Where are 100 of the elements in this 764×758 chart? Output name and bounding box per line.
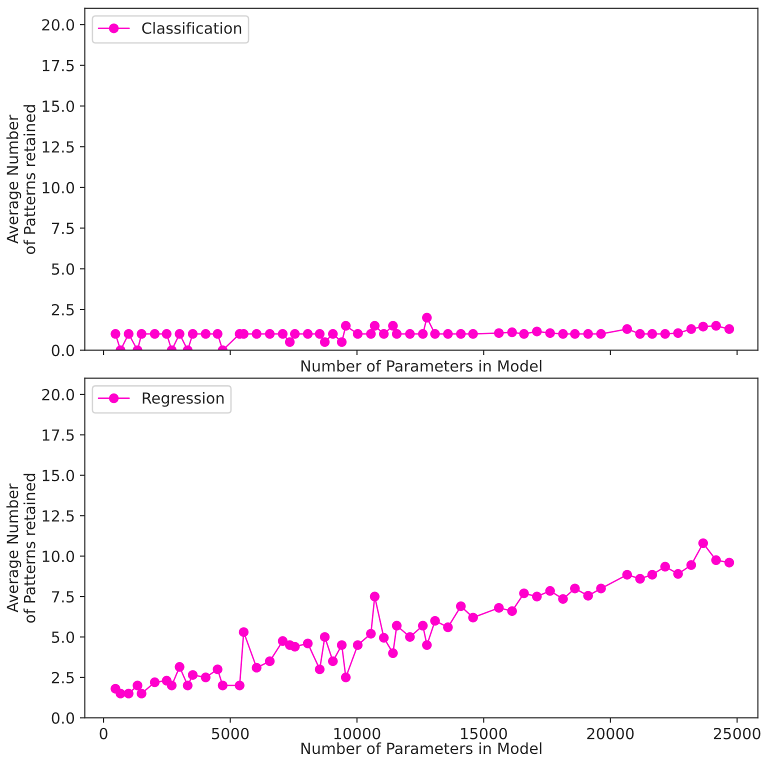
point (711, 320, 721, 331)
y-tick-label: 10.0 (42, 182, 74, 194)
point (558, 594, 568, 604)
point (370, 320, 380, 331)
point (278, 636, 288, 646)
point (314, 329, 325, 339)
point (418, 329, 428, 339)
point (124, 329, 134, 339)
point (456, 329, 466, 339)
y-tick-label: 20.0 (42, 388, 74, 400)
point (212, 664, 222, 674)
y-tick-label: 0.0 (52, 712, 74, 724)
point (340, 320, 351, 331)
legend-label: Regression (142, 392, 224, 407)
y-tick-label: 5.0 (52, 263, 74, 275)
point (392, 620, 402, 631)
point (110, 329, 120, 339)
y-tick-label: 5.0 (52, 631, 74, 643)
point (166, 680, 177, 690)
point (366, 329, 376, 339)
point (570, 584, 580, 594)
point (188, 670, 198, 680)
y-tick-label: 7.5 (52, 591, 74, 603)
y-tick-label: 17.5 (42, 430, 74, 441)
y-tick-label: 15.0 (42, 470, 74, 482)
point (443, 329, 453, 339)
point (278, 329, 288, 339)
x-axis-title: Number of Parameters in Model (301, 742, 542, 754)
legend-label: Classification (142, 22, 242, 34)
point (328, 329, 338, 339)
point (302, 638, 313, 648)
point (494, 328, 504, 338)
point (698, 538, 708, 548)
point (328, 656, 338, 666)
point (545, 328, 555, 338)
point (532, 326, 542, 336)
point (647, 329, 658, 339)
point (252, 662, 262, 673)
point (647, 570, 658, 580)
point (622, 324, 632, 334)
point (336, 337, 347, 347)
point (388, 648, 398, 658)
point (174, 662, 184, 672)
point (174, 329, 184, 339)
y-tick-label: 7.5 (52, 222, 74, 234)
point (150, 329, 160, 339)
point (284, 337, 295, 347)
point (430, 329, 440, 339)
x-tick-label: 15000 (461, 728, 507, 740)
point (132, 680, 142, 690)
point (494, 603, 504, 613)
point (724, 558, 734, 568)
point (583, 329, 593, 339)
point (583, 590, 593, 601)
point (456, 601, 466, 612)
point (200, 672, 211, 682)
point (711, 555, 721, 566)
point (392, 329, 402, 339)
point (340, 672, 351, 682)
point (519, 588, 529, 598)
y-tick-label: 20.0 (42, 19, 74, 31)
point (352, 640, 363, 650)
point (336, 640, 347, 650)
point (622, 570, 632, 580)
point (660, 329, 670, 339)
point (234, 680, 245, 690)
point (468, 329, 478, 339)
point (150, 677, 160, 688)
point (596, 584, 606, 594)
point (320, 632, 330, 642)
point (570, 329, 580, 339)
point (290, 642, 300, 652)
point (320, 337, 330, 347)
point (290, 329, 300, 339)
point (686, 324, 696, 334)
point (264, 656, 275, 666)
point (264, 329, 275, 339)
x-tick-label: 20000 (587, 728, 634, 740)
point (212, 329, 222, 339)
y-tick-label: 0.0 (52, 344, 74, 356)
x-tick-label: 5000 (212, 728, 249, 740)
point (188, 329, 198, 339)
point (162, 329, 172, 339)
point (405, 329, 415, 339)
y-tick-label: 2.5 (52, 304, 74, 316)
y-tick-label: 10.0 (42, 550, 74, 562)
point (388, 320, 398, 331)
point (200, 329, 211, 339)
y-axis-title: Average Number of Patterns retained (6, 474, 36, 623)
point (378, 329, 389, 339)
point (430, 616, 440, 626)
point (422, 312, 432, 322)
point (724, 324, 734, 334)
x-tick-label: 25000 (714, 728, 760, 740)
point (635, 574, 645, 584)
point (366, 628, 376, 639)
point (352, 329, 363, 339)
y-tick-label: 15.0 (42, 100, 74, 112)
point (698, 322, 708, 332)
point (673, 569, 683, 579)
